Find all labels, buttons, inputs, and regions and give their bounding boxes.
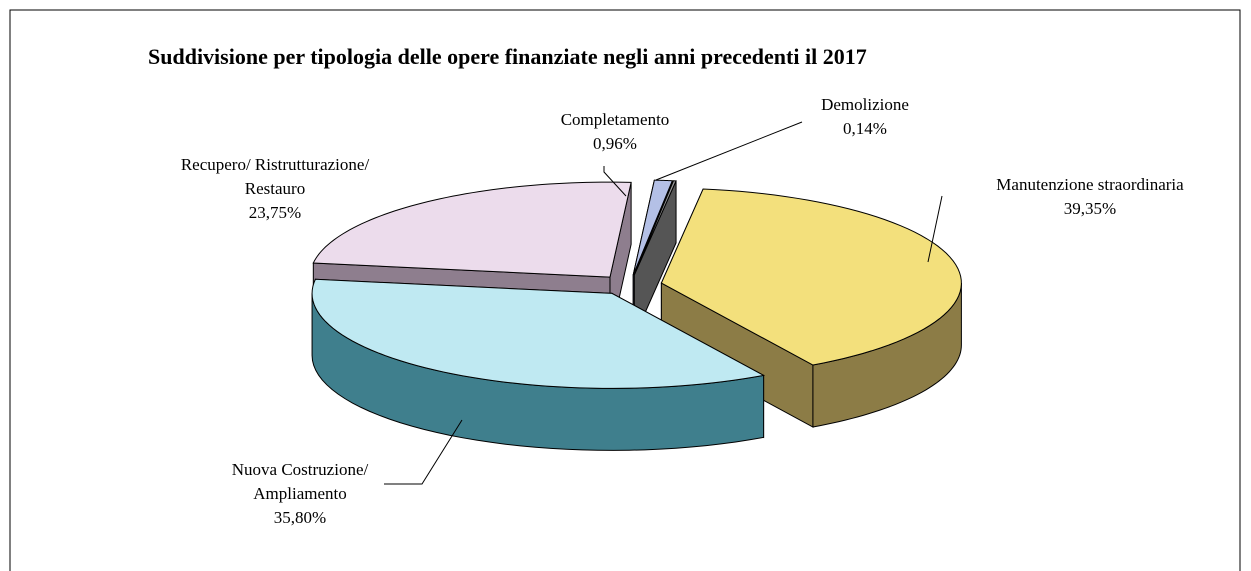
data-label: Recupero/ Ristrutturazione/ Restauro 23,7… — [150, 153, 400, 225]
value-label: 39,35% — [1063, 199, 1117, 218]
chart-title: Suddivisione per tipologia delle opere f… — [148, 44, 867, 69]
value-label: 0,96% — [593, 134, 637, 153]
frame — [9, 9, 1241, 571]
category-label: Recupero/ Ristrutturazione/ Restauro — [180, 155, 370, 198]
value-label: 23,75% — [248, 203, 302, 222]
slice-top — [660, 188, 962, 366]
data-label: Completamento 0,96% — [561, 108, 670, 156]
value-label: 35,80% — [273, 508, 327, 527]
slice-top — [311, 278, 766, 389]
category-label: Nuova Costruzione/ Ampliamento — [231, 460, 369, 503]
leader-line — [927, 195, 943, 263]
slice-top — [632, 179, 674, 276]
leader-line — [384, 419, 463, 485]
value-label: 0,14% — [843, 119, 887, 138]
category-label: Manutenzione straordinaria — [996, 175, 1184, 194]
category-label: Completamento — [560, 110, 670, 129]
leader-line — [603, 166, 627, 197]
data-label: Manutenzione straordinaria 39,35% — [996, 173, 1183, 221]
slice-top — [312, 181, 632, 278]
slice-top — [633, 180, 677, 276]
leader-line — [655, 121, 803, 181]
data-label: Demolizione 0,14% — [821, 93, 909, 141]
category-label: Demolizione — [821, 95, 909, 114]
data-label: Nuova Costruzione/ Ampliamento 35,80% — [213, 458, 388, 530]
